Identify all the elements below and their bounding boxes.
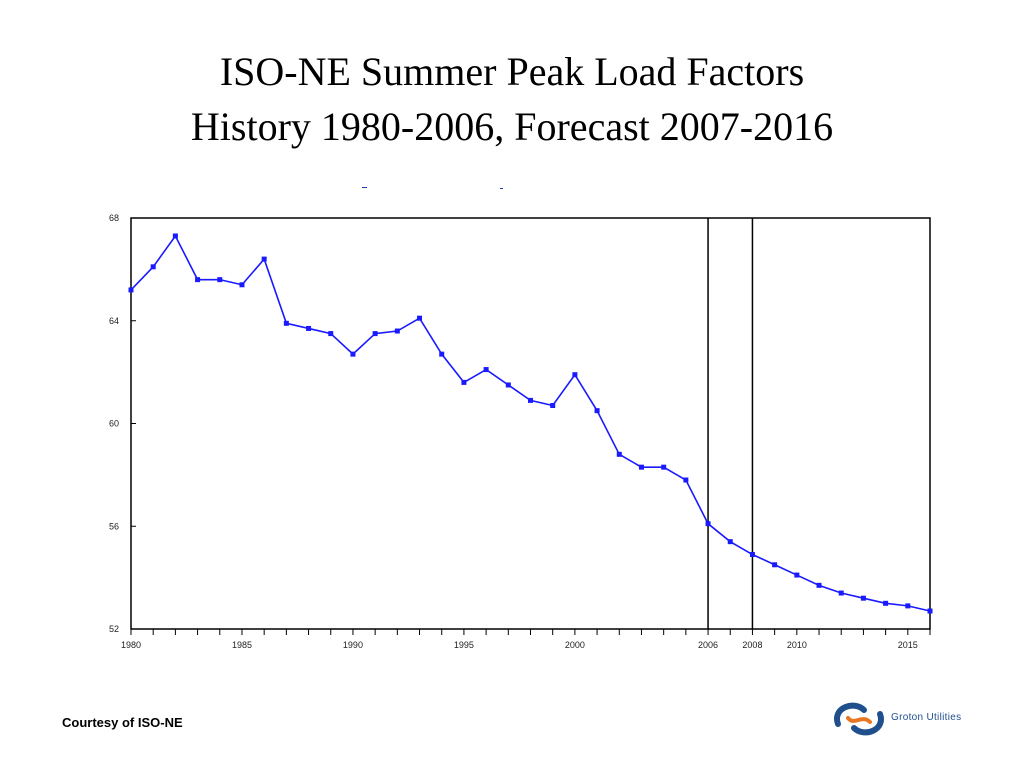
- data-point: [927, 608, 933, 614]
- data-point: [816, 582, 822, 588]
- x-tick-label: 2008: [742, 640, 762, 650]
- logo-swirl-icon: [834, 702, 884, 736]
- data-point: [283, 320, 289, 326]
- data-point: [195, 277, 201, 283]
- x-tick-label: 1980: [121, 640, 141, 650]
- series-line: [130, 234, 931, 612]
- data-point: [883, 600, 889, 606]
- x-tick-label: 1990: [343, 640, 363, 650]
- x-tick-label: 2015: [898, 640, 918, 650]
- decorative-dash: [500, 188, 503, 189]
- data-point: [794, 572, 800, 578]
- x-tick-label: 2006: [698, 640, 718, 650]
- x-tick-label: 1995: [454, 640, 474, 650]
- data-point: [505, 382, 511, 388]
- x-tick-label: 2000: [565, 640, 585, 650]
- data-point: [150, 264, 156, 270]
- data-point: [217, 277, 223, 283]
- data-point: [594, 408, 600, 414]
- data-point: [128, 287, 134, 293]
- data-point: [772, 562, 778, 568]
- logo-text: Groton Utilities: [891, 712, 962, 723]
- y-tick-label: 52: [109, 624, 119, 634]
- credit-text: Courtesy of ISO-NE: [62, 715, 183, 730]
- decorative-dash: [362, 187, 367, 188]
- data-point: [306, 325, 312, 331]
- data-point: [350, 351, 356, 357]
- y-tick-label: 60: [109, 419, 119, 429]
- chart-title-line-2: History 1980-2006, Forecast 2007-2016: [190, 104, 834, 149]
- data-point: [838, 590, 844, 596]
- x-tick-label: 1985: [232, 640, 252, 650]
- data-point: [572, 372, 578, 378]
- x-tick-label: 2010: [787, 640, 807, 650]
- data-point: [683, 477, 689, 483]
- chart-title-line-1: ISO-NE Summer Peak Load Factors: [219, 49, 805, 94]
- data-point: [860, 595, 866, 601]
- plot-frame: [130, 217, 931, 630]
- data-point: [905, 603, 911, 609]
- data-point: [439, 351, 445, 357]
- data-point: [528, 397, 533, 403]
- y-tick-label: 64: [109, 316, 119, 326]
- data-point: [638, 464, 644, 470]
- data-point: [372, 331, 378, 337]
- data-point: [727, 539, 733, 545]
- y-tick-label: 68: [109, 213, 119, 223]
- data-point: [616, 451, 622, 457]
- data-point: [483, 367, 489, 373]
- data-point: [550, 403, 556, 409]
- y-tick-label: 56: [109, 521, 119, 531]
- data-point: [239, 282, 245, 288]
- groton-utilities-logo: Groton Utilities: [828, 696, 978, 742]
- data-point: [749, 552, 755, 558]
- data-point: [705, 521, 711, 527]
- data-point: [172, 233, 178, 239]
- data-point: [461, 379, 467, 385]
- data-point: [661, 464, 667, 470]
- data-point: [328, 331, 334, 337]
- data-point: [261, 256, 267, 262]
- data-point: [394, 328, 400, 334]
- data-point: [417, 315, 423, 321]
